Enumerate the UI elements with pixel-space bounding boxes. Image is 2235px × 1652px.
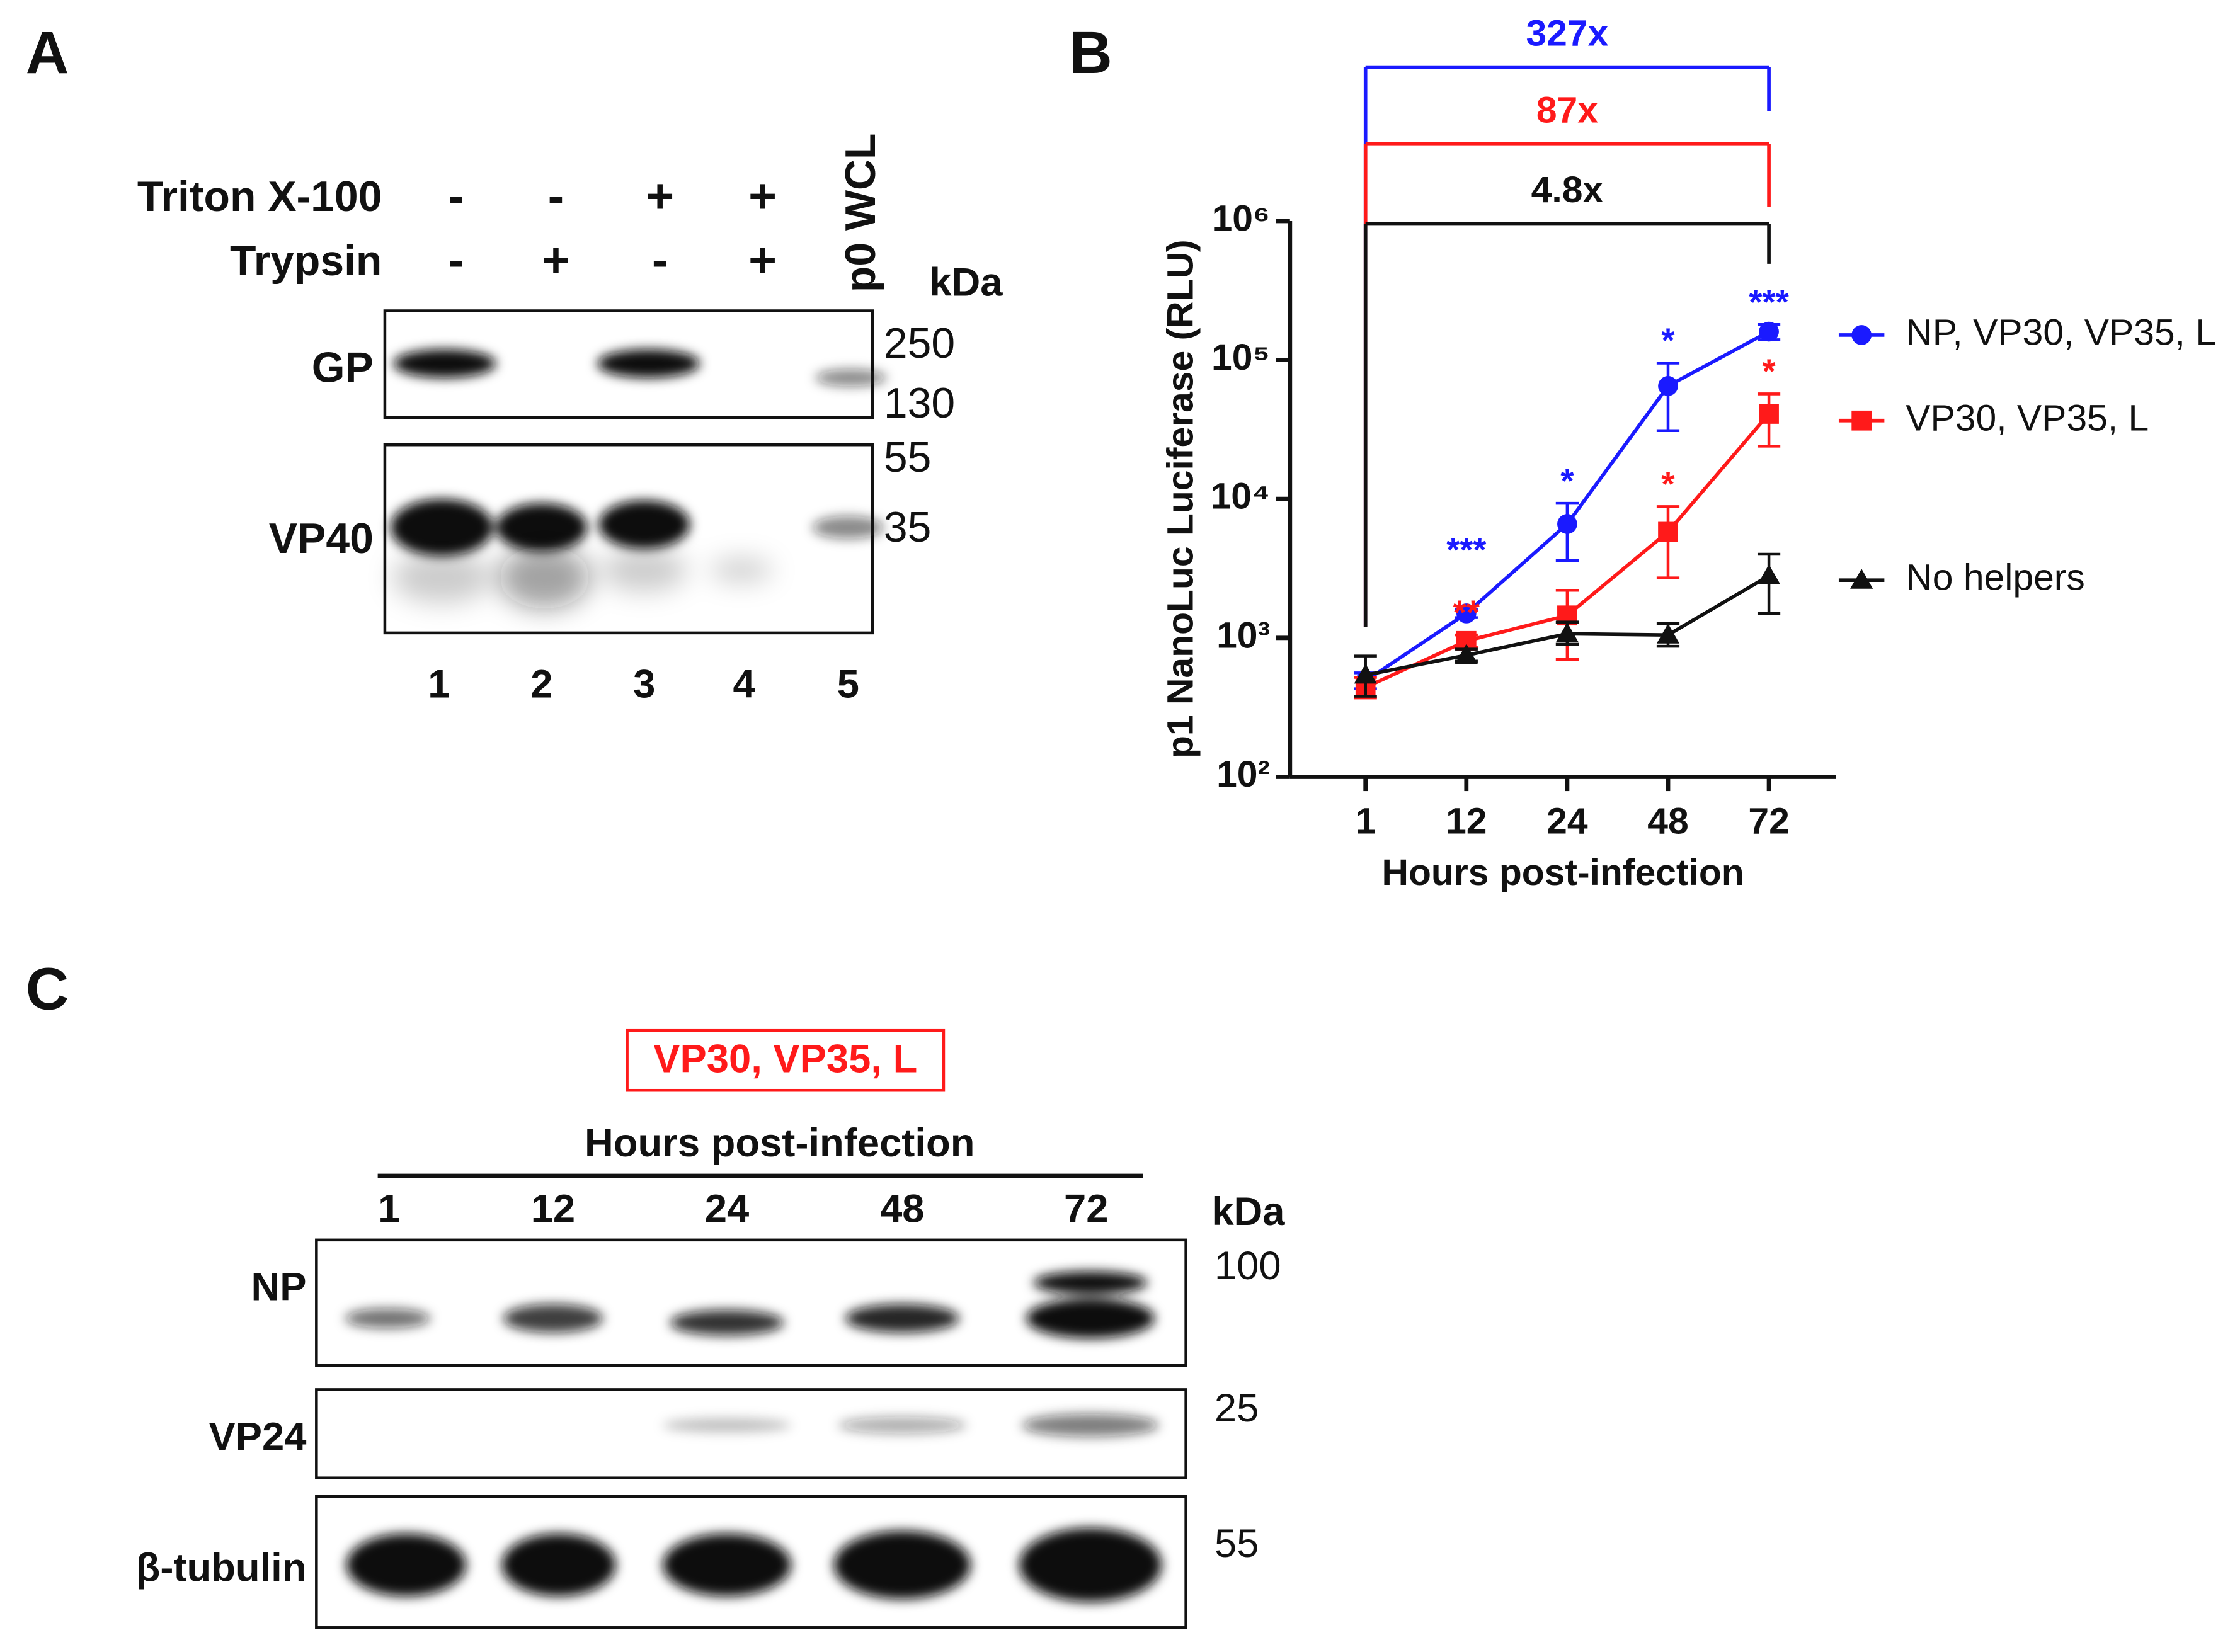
blot-frame [315,1388,1187,1479]
sign: + [542,233,570,287]
lane-label: 1 [378,1187,400,1231]
lane-label: 12 [531,1187,575,1231]
box-label: VP30, VP35, L [653,1037,917,1081]
y-axis-label: p1 NanoLuc Luciferase (RLU) [1160,239,1201,758]
sign: - [448,233,464,287]
x-tick-label: 1 [1355,801,1376,842]
data-point [1555,622,1579,642]
legend-marker [1851,325,1872,345]
blot-label: GP [312,344,374,391]
data-point [1759,404,1779,424]
significance: *** [1446,531,1487,569]
marker-label: 250 [884,320,955,367]
legend-label: NP, VP30, VP35, L [1906,312,2216,353]
sign: + [748,233,777,287]
x-axis-label: Hours post-infection [1382,852,1744,893]
lane-number: 1 [428,663,450,707]
data-point [1557,514,1577,534]
marker-label: 55 [1215,1522,1259,1566]
marker-label: 25 [1215,1386,1259,1430]
bands [345,1271,1162,1602]
x-tick-label: 24 [1546,801,1588,842]
data-point [1759,321,1779,342]
legend-label: No helpers [1906,557,2085,598]
marker-label: 130 [884,380,955,427]
lane-label: 24 [705,1187,749,1231]
bracket-label: 327x [1526,13,1608,54]
lane-label: p0 WCL [837,133,884,292]
legend-marker [1850,569,1873,589]
lane-number: 2 [530,663,552,707]
significance: * [1661,321,1675,360]
blot-label: VP24 [209,1415,307,1459]
panel-letter: C [26,955,69,1022]
blot-label: β-tubulin [136,1546,307,1590]
blot-frame [315,1238,1187,1367]
sign: - [448,169,464,223]
significance: ** [1453,593,1480,632]
blot-label: NP [251,1265,306,1309]
sign: + [748,169,777,223]
data-point [1757,564,1781,584]
bracket-label: 87x [1536,90,1598,131]
data-point [1456,603,1477,624]
kda-label: kDa [1211,1190,1285,1234]
panel-letter: A [26,20,69,86]
x-tick-label: 12 [1446,801,1487,842]
lane-label: 72 [1064,1187,1108,1231]
sign: - [652,233,668,287]
y-tick-label: 10⁴ [1211,476,1271,517]
row-label: Trypsin [230,237,382,285]
marker-label: 35 [884,504,931,551]
bands [390,349,887,556]
lane-number: 4 [733,663,755,707]
y-tick-label: 10⁶ [1212,198,1271,239]
data-point [1658,376,1678,396]
significance: * [1661,465,1675,503]
data-point [1455,644,1478,664]
bracket-label: 4.8x [1531,169,1604,210]
significance: *** [1749,283,1789,321]
row-label: Triton X-100 [137,173,382,220]
y-tick-label: 10⁵ [1211,337,1270,378]
lane-number: 5 [837,663,859,707]
legend-label: VP30, VP35, L [1906,397,2149,438]
x-tick-label: 48 [1647,801,1688,842]
sign: - [548,169,564,223]
marker-label: 100 [1215,1244,1281,1288]
kda-label: kDa [929,261,1003,305]
data-point [1658,521,1678,542]
x-tick-label: 72 [1748,801,1789,842]
data-point [1656,624,1680,644]
sign: + [646,169,674,223]
y-tick-label: 10³ [1216,615,1270,656]
header: Hours post-infection [585,1121,975,1165]
significance: * [1560,462,1574,500]
label-box [626,1028,946,1092]
y-tick-label: 10² [1216,754,1270,795]
lane-number: 3 [633,663,655,707]
smear [392,545,773,609]
marker-label: 55 [884,434,931,481]
panel-letter: B [1069,20,1112,86]
data-point [1354,663,1377,684]
blot-label: VP40 [269,515,374,562]
lane-label: 48 [880,1187,924,1231]
significance: * [1763,352,1776,390]
legend-marker [1851,410,1872,431]
